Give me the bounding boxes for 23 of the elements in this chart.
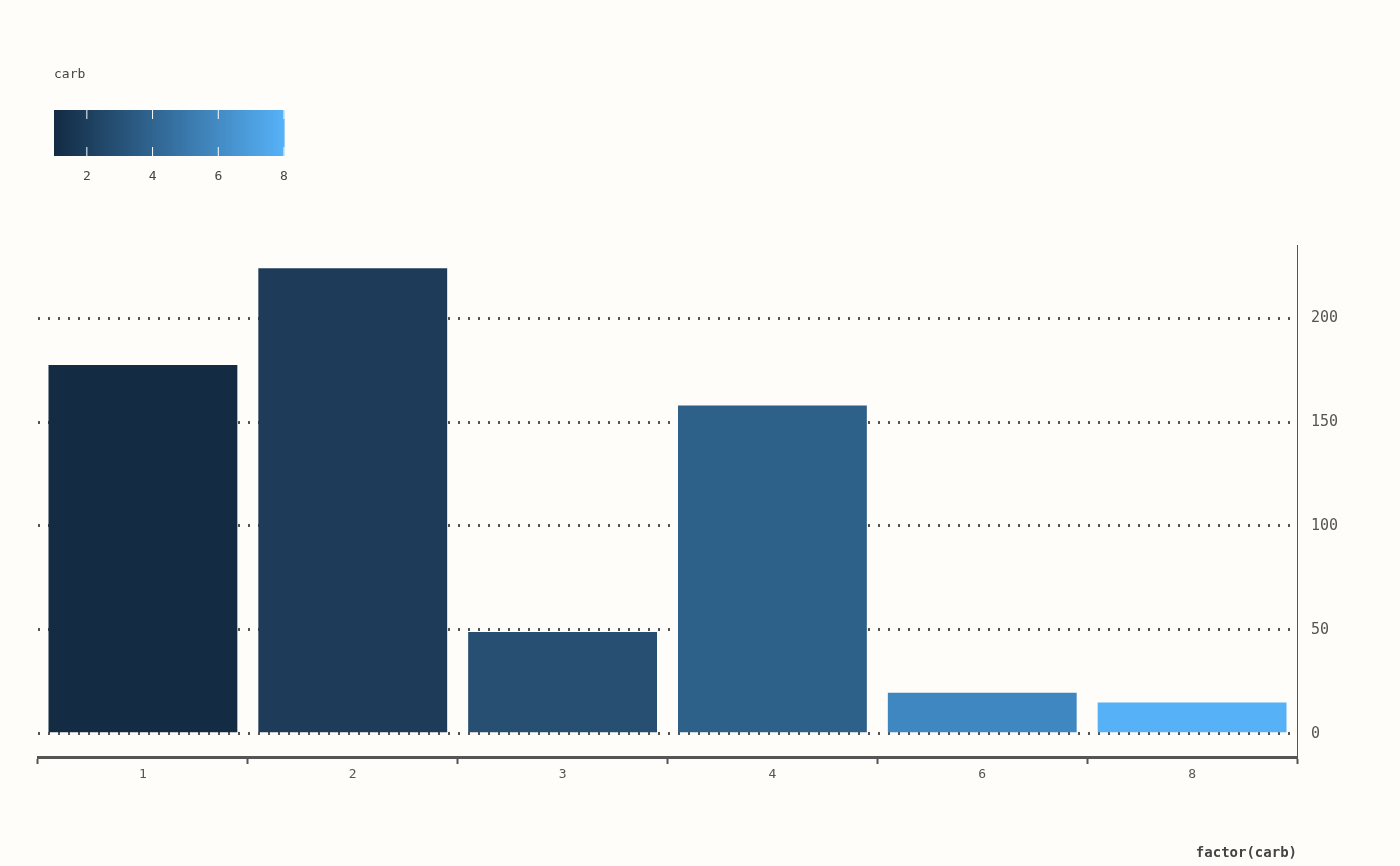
bar [677, 405, 867, 733]
color-bar-label: 6 [214, 167, 223, 183]
y-tick-label: 100 [1311, 515, 1339, 534]
x-tick-label: 4 [768, 766, 777, 782]
color-bar-label: 2 [82, 167, 91, 183]
x-tick-label: 1 [139, 766, 147, 782]
bar [258, 268, 448, 733]
bar [468, 632, 658, 733]
y-tick-label: 0 [1311, 723, 1321, 742]
x-tick-label: 8 [1188, 766, 1196, 782]
y-tick-label: 200 [1311, 308, 1339, 327]
color-bar-label: 8 [280, 167, 288, 183]
color-bar-title: carb [54, 66, 86, 81]
y-tick-label: 150 [1311, 411, 1339, 430]
color-bar-label: 4 [148, 167, 157, 183]
bar [887, 692, 1077, 733]
bar [1097, 702, 1287, 733]
bar [48, 365, 238, 733]
y-tick-label: 50 [1311, 619, 1330, 638]
x-tick-label: 3 [558, 766, 567, 782]
x-tick-label: 6 [978, 766, 987, 782]
x-tick-label: 2 [348, 766, 357, 782]
x-axis-title: factor(carb) [1195, 844, 1297, 861]
